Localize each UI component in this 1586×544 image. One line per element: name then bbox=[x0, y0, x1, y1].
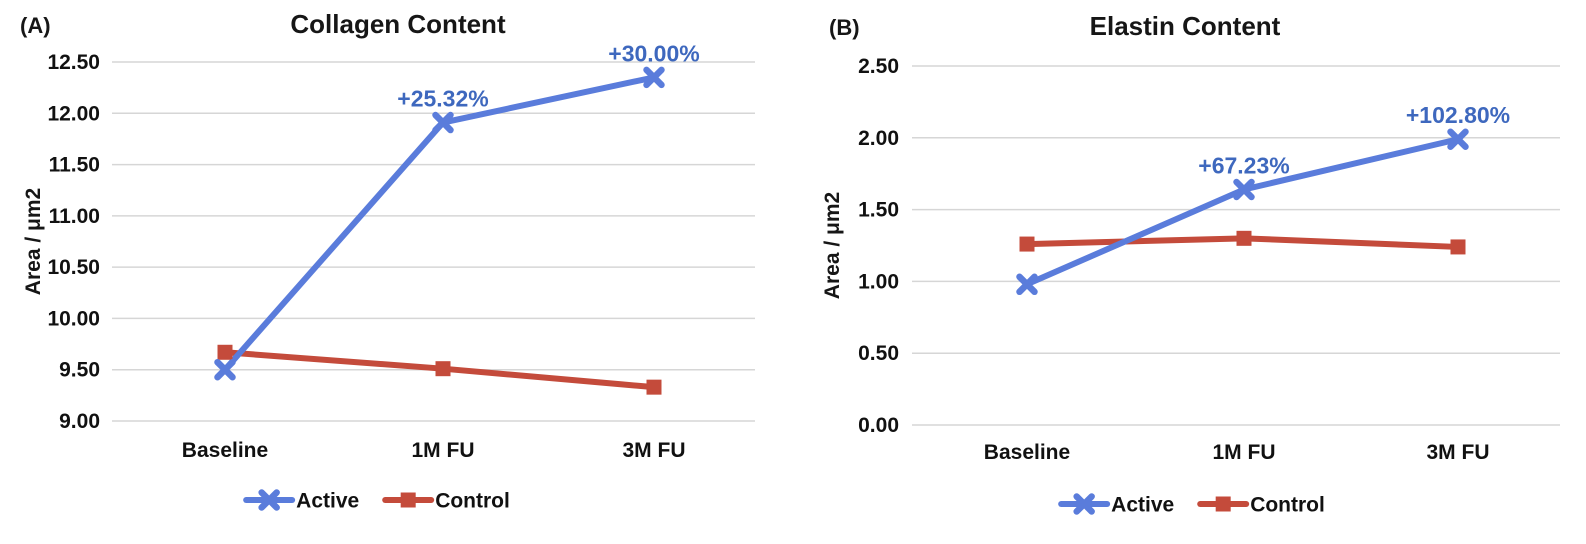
legend: Active Control bbox=[1058, 493, 1325, 517]
legend-item-control: Control bbox=[382, 490, 510, 513]
square-marker bbox=[435, 361, 451, 377]
chart-panel-elastin: 2.50 2.00 1.50 1.00 0.50 0.00 Baseline 1M FU 3M… bbox=[793, 0, 1586, 544]
y-tick-label: 2.00 bbox=[858, 127, 899, 150]
y-tick-label: 0.00 bbox=[858, 414, 899, 437]
annotation-label: +102.80% bbox=[1406, 102, 1510, 128]
legend-label: Active bbox=[1111, 494, 1174, 517]
legend-item-active: Active bbox=[243, 489, 359, 513]
chart-panel-collagen: 12.50 12.00 11.50 11.00 10.50 10.00 9.50 9.00 B… bbox=[20, 9, 755, 513]
panel-label-a: (A) bbox=[20, 13, 51, 38]
x-category-label: Baseline bbox=[182, 439, 268, 462]
y-tick-label: 11.00 bbox=[49, 205, 100, 228]
x-marker bbox=[1073, 493, 1095, 515]
x-marker bbox=[643, 66, 665, 89]
legend: Active Control bbox=[243, 489, 510, 513]
chart-title-collagen: Collagen Content bbox=[290, 9, 506, 39]
legend-label: Active bbox=[296, 490, 359, 513]
x-marker bbox=[258, 489, 280, 511]
x-marker bbox=[1016, 273, 1038, 296]
square-marker bbox=[1450, 239, 1466, 255]
legend-label: Control bbox=[1250, 494, 1325, 517]
elastin-content-chart: 2.50 2.00 1.50 1.00 0.50 0.00 Baseline 1M FU 3M… bbox=[821, 11, 1560, 517]
y-tick-label: 9.50 bbox=[59, 359, 100, 382]
x-category-label: 1M FU bbox=[1213, 441, 1276, 464]
y-tick-label: 11.50 bbox=[49, 154, 100, 177]
y-tick-label: 0.50 bbox=[858, 342, 899, 365]
x-marker bbox=[1447, 128, 1469, 150]
y-axis-title: Area / μm2 bbox=[22, 188, 45, 295]
y-tick-label: 10.00 bbox=[47, 307, 100, 330]
x-axis-category-labels: Baseline 1M FU 3M FU bbox=[984, 441, 1490, 464]
collagen-content-chart: 12.50 12.00 11.50 11.00 10.50 10.00 9.50 9.00 B… bbox=[20, 9, 755, 513]
x-axis-category-labels: Baseline 1M FU 3M FU bbox=[182, 439, 686, 462]
y-tick-label: 10.50 bbox=[47, 256, 100, 279]
y-tick-label: 12.50 bbox=[47, 51, 100, 74]
gridlines bbox=[112, 61, 755, 422]
x-category-label: Baseline bbox=[984, 441, 1070, 464]
y-axis-tick-labels: 2.50 2.00 1.50 1.00 0.50 0.00 bbox=[858, 55, 899, 437]
x-marker bbox=[432, 111, 454, 134]
square-marker bbox=[1019, 236, 1035, 252]
percent-change-annotations: +67.23% +102.80% bbox=[1198, 102, 1510, 178]
square-marker bbox=[1236, 230, 1252, 246]
annotation-label: +30.00% bbox=[608, 40, 699, 66]
x-marker bbox=[214, 358, 236, 381]
square-marker bbox=[1215, 496, 1231, 512]
x-category-label: 3M FU bbox=[1427, 441, 1490, 464]
legend-label: Control bbox=[435, 490, 510, 513]
y-tick-label: 9.00 bbox=[59, 410, 100, 433]
square-marker bbox=[400, 492, 416, 508]
y-tick-label: 1.00 bbox=[858, 270, 899, 293]
x-category-label: 3M FU bbox=[623, 439, 686, 462]
y-tick-label: 2.50 bbox=[858, 55, 899, 78]
legend-item-active: Active bbox=[1058, 493, 1174, 517]
x-marker bbox=[1233, 178, 1255, 201]
square-marker bbox=[217, 344, 233, 360]
gridlines bbox=[912, 65, 1560, 426]
annotation-label: +25.32% bbox=[397, 86, 488, 112]
y-tick-label: 12.00 bbox=[47, 102, 100, 125]
chart-title-elastin: Elastin Content bbox=[1090, 11, 1281, 41]
percent-change-annotations: +25.32% +30.00% bbox=[397, 40, 699, 111]
series-markers bbox=[214, 66, 665, 395]
annotation-label: +67.23% bbox=[1198, 152, 1289, 178]
y-axis-title: Area / μm2 bbox=[821, 192, 844, 299]
square-marker bbox=[646, 379, 662, 395]
y-axis-tick-labels: 12.50 12.00 11.50 11.00 10.50 10.00 9.50 9.00 bbox=[47, 51, 100, 433]
x-category-label: 1M FU bbox=[412, 439, 475, 462]
panel-label-b: (B) bbox=[829, 15, 860, 40]
legend-item-control: Control bbox=[1197, 494, 1325, 517]
y-tick-label: 1.50 bbox=[858, 199, 899, 222]
series-markers bbox=[1016, 128, 1469, 296]
